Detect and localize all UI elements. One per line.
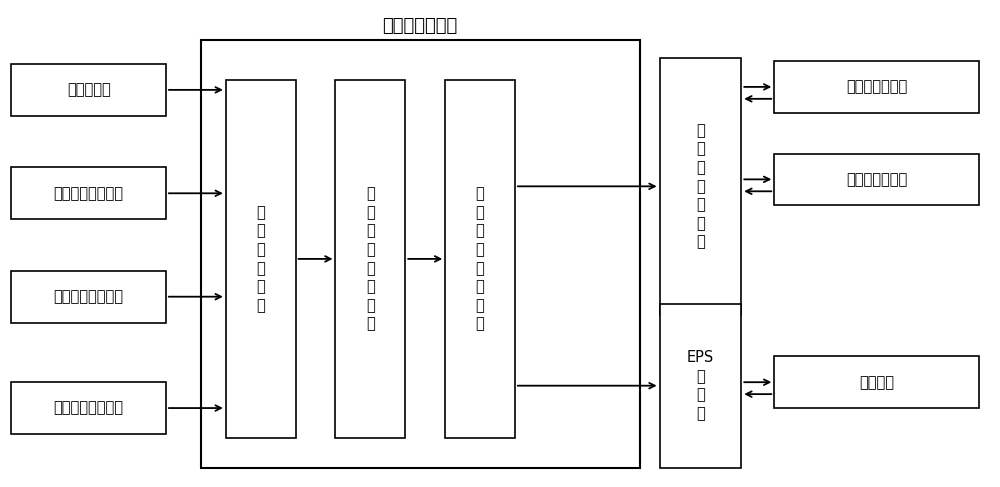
Text: 左前轮轮毂电机: 左前轮轮毂电机 xyxy=(846,79,907,94)
FancyBboxPatch shape xyxy=(335,80,405,438)
FancyBboxPatch shape xyxy=(774,356,979,408)
FancyBboxPatch shape xyxy=(11,168,166,219)
Text: 转向集成控制器: 转向集成控制器 xyxy=(383,17,458,35)
FancyBboxPatch shape xyxy=(660,304,741,468)
Text: EPS
控
制
器: EPS 控 制 器 xyxy=(687,350,714,421)
FancyBboxPatch shape xyxy=(11,271,166,322)
Text: 车速传感器: 车速传感器 xyxy=(67,82,111,97)
Text: 转
向
集
成
控
制
模
块: 转 向 集 成 控 制 模 块 xyxy=(476,187,484,332)
FancyBboxPatch shape xyxy=(11,382,166,434)
FancyBboxPatch shape xyxy=(774,61,979,113)
Text: 转向盘转矩传感器: 转向盘转矩传感器 xyxy=(54,289,124,304)
FancyBboxPatch shape xyxy=(201,40,640,468)
FancyBboxPatch shape xyxy=(660,58,741,315)
Text: 助力电机: 助力电机 xyxy=(859,375,894,390)
Text: 轮
毂
电
机
控
制
器: 轮 毂 电 机 控 制 器 xyxy=(696,123,705,250)
Text: 回
正
判
断
模
块: 回 正 判 断 模 块 xyxy=(256,205,265,313)
FancyBboxPatch shape xyxy=(11,64,166,116)
Text: 右前轮轮毂电机: 右前轮轮毂电机 xyxy=(846,172,907,187)
Text: 侧向加速度传感器: 侧向加速度传感器 xyxy=(54,400,124,415)
FancyBboxPatch shape xyxy=(445,80,515,438)
Text: 转向盘转角传感器: 转向盘转角传感器 xyxy=(54,186,124,201)
Text: 时
变
滑
模
控
制
模
块: 时 变 滑 模 控 制 模 块 xyxy=(366,187,375,332)
FancyBboxPatch shape xyxy=(774,153,979,205)
FancyBboxPatch shape xyxy=(226,80,296,438)
